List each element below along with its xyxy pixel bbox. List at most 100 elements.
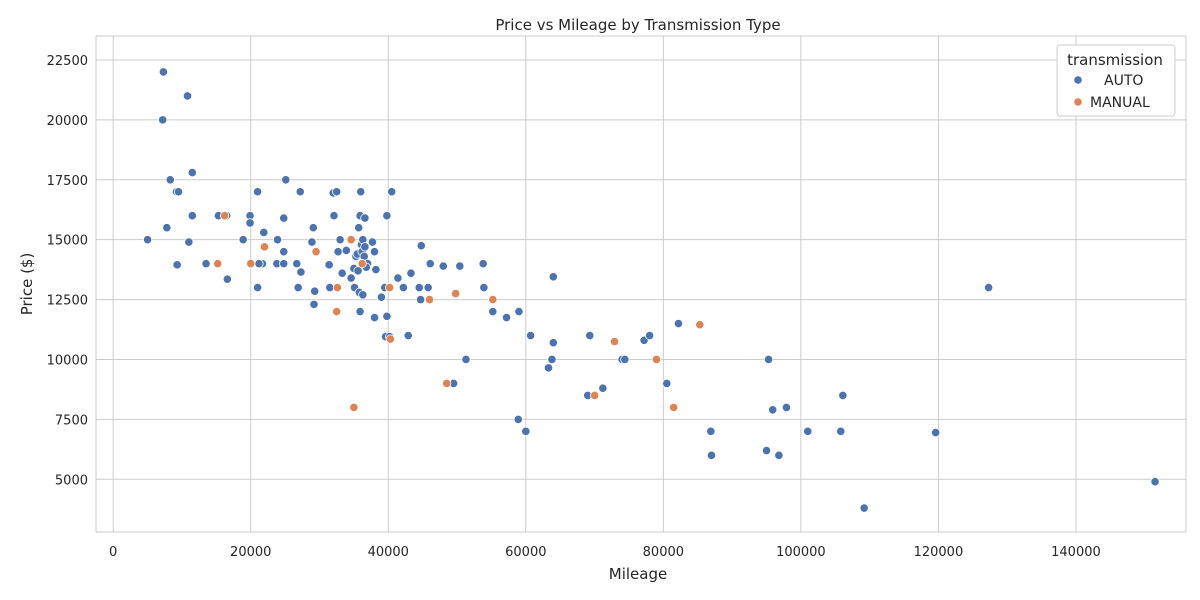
point-auto: [354, 223, 364, 233]
point-auto: [369, 312, 380, 323]
point-manual: [346, 235, 356, 245]
point-auto: [254, 259, 264, 269]
point-manual: [311, 247, 321, 257]
point-auto: [548, 338, 558, 348]
y-tick-label: 12500: [47, 294, 88, 309]
x-tick-labels: 0 20000 40000 60000 80000 100000 120000 140000: [109, 545, 1101, 560]
y-tick-label: 10000: [47, 353, 88, 368]
x-tick-label: 120000: [914, 545, 964, 560]
point-auto: [425, 259, 435, 269]
point-auto: [763, 354, 774, 365]
point-auto: [620, 354, 630, 365]
point-auto: [838, 390, 848, 401]
point-auto: [310, 286, 320, 296]
point-auto: [774, 450, 784, 460]
x-tick-label: 80000: [643, 545, 684, 560]
point-manual: [332, 306, 342, 317]
point-auto: [253, 187, 263, 197]
legend-marker-auto: [1073, 75, 1083, 85]
point-auto: [279, 259, 289, 269]
point-auto: [253, 282, 263, 293]
point-manual: [651, 354, 662, 365]
point-auto: [984, 282, 994, 293]
point-auto: [353, 266, 363, 276]
point-auto: [296, 267, 306, 277]
point-auto: [172, 260, 182, 270]
point-auto: [376, 292, 386, 302]
y-tick-label: 15000: [47, 234, 88, 249]
x-tick-label: 60000: [505, 545, 546, 560]
plot-area: [95, 35, 1187, 533]
point-manual: [357, 259, 367, 269]
x-tick-label: 40000: [368, 545, 409, 560]
point-auto: [279, 247, 289, 257]
point-manual: [332, 282, 342, 293]
point-auto: [187, 167, 197, 178]
point-auto: [415, 294, 426, 305]
point-auto: [479, 282, 489, 293]
point-auto: [398, 282, 409, 293]
point-auto: [371, 265, 381, 275]
point-auto: [324, 260, 334, 270]
point-auto: [662, 378, 672, 389]
legend-marker-manual: [1073, 97, 1083, 107]
point-auto: [182, 91, 193, 101]
y-tick-label: 22500: [47, 54, 88, 69]
point-auto: [173, 187, 184, 197]
point-manual: [213, 259, 223, 269]
point-auto: [514, 306, 524, 317]
point-auto: [272, 235, 283, 245]
legend: transmission AUTO MANUAL: [1056, 44, 1176, 117]
point-auto: [501, 312, 512, 323]
point-auto: [329, 211, 339, 221]
point-manual: [219, 211, 230, 221]
point-auto: [187, 211, 197, 221]
y-axis-title: Price ($): [18, 253, 36, 316]
point-auto: [543, 363, 554, 373]
point-auto: [325, 282, 335, 293]
x-axis-title: Mileage: [609, 565, 667, 583]
point-auto: [367, 237, 378, 247]
point-auto: [644, 330, 655, 341]
point-auto: [307, 237, 317, 247]
x-tick-label: 0: [109, 545, 117, 560]
point-auto: [355, 306, 365, 317]
point-auto: [369, 247, 380, 257]
point-auto: [547, 354, 557, 365]
point-manual: [695, 320, 705, 330]
point-auto: [201, 259, 211, 269]
point-auto: [259, 227, 269, 238]
point-auto: [416, 241, 426, 251]
point-auto: [382, 211, 392, 221]
point-auto: [165, 175, 175, 185]
point-auto: [142, 235, 153, 245]
point-auto: [337, 268, 347, 278]
point-auto: [706, 426, 716, 436]
point-auto: [406, 268, 416, 278]
point-auto: [382, 311, 392, 321]
point-manual: [609, 336, 620, 347]
point-auto: [346, 273, 356, 283]
point-auto: [455, 261, 465, 271]
y-tick-label: 20000: [47, 114, 88, 129]
point-auto: [158, 115, 168, 125]
point-auto: [292, 259, 302, 269]
point-manual: [669, 402, 679, 413]
legend-box: [1056, 44, 1176, 117]
point-auto: [859, 503, 869, 513]
point-manual: [424, 294, 435, 305]
legend-label-manual: MANUAL: [1090, 95, 1150, 111]
point-auto: [281, 175, 291, 185]
point-auto: [521, 426, 531, 436]
point-auto: [513, 414, 523, 424]
x-tick-label: 140000: [1051, 545, 1101, 560]
point-auto: [931, 427, 941, 438]
point-auto: [393, 273, 403, 283]
point-auto: [781, 402, 792, 413]
point-auto: [548, 272, 558, 282]
point-auto: [184, 237, 194, 247]
point-auto: [585, 330, 595, 341]
y-tick-labels: 5000 7500 10000 12500 15000 17500 20000 22500: [47, 54, 88, 488]
point-auto: [360, 242, 370, 252]
point-auto: [333, 247, 343, 257]
